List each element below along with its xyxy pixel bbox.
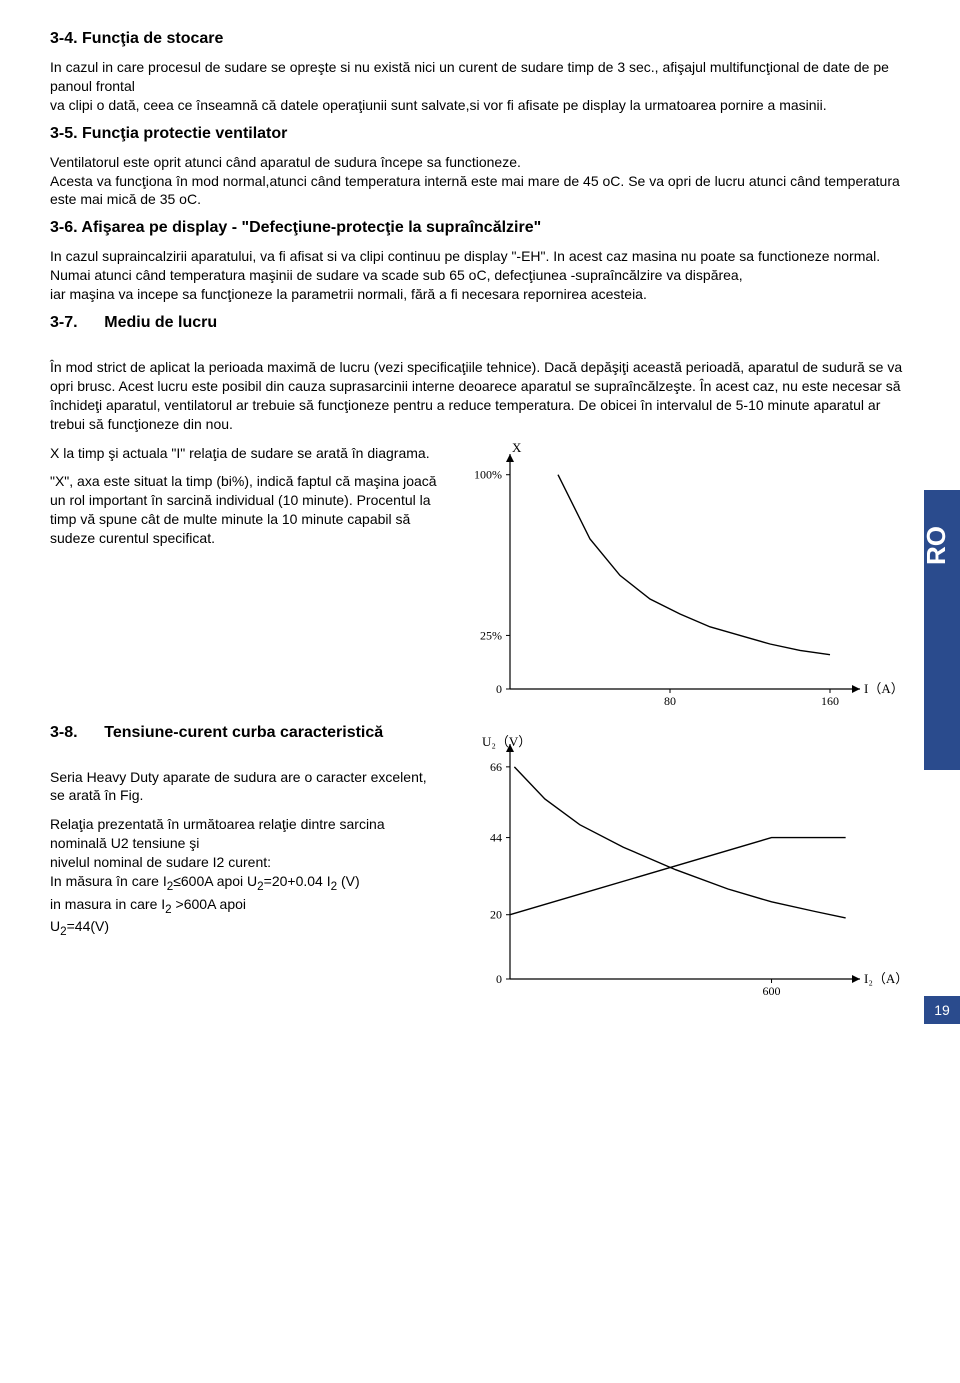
- language-tab-label: RO: [921, 526, 952, 565]
- para-3-8-1: Seria Heavy Duty aparate de sudura are o…: [50, 768, 440, 806]
- heading-3-5: 3-5. Funcţia protectie ventilator: [50, 125, 910, 143]
- para-3-6: In cazul supraincalzirii aparatului, va …: [50, 247, 910, 304]
- svg-text:U₂（V）: U₂（V）: [482, 734, 531, 749]
- svg-text:80: 80: [664, 694, 676, 708]
- svg-text:66: 66: [490, 759, 502, 773]
- heading-3-4: 3-4. Funcţia de stocare: [50, 30, 910, 48]
- svg-text:0: 0: [496, 682, 502, 696]
- svg-text:0: 0: [496, 972, 502, 986]
- svg-text:20: 20: [490, 907, 502, 921]
- heading-3-6: 3-6. Afişarea pe display - "Defecţiune-p…: [50, 219, 910, 237]
- svg-text:600: 600: [763, 984, 781, 998]
- svg-text:X: X: [512, 440, 522, 455]
- svg-text:I（A）: I（A）: [864, 681, 904, 696]
- svg-text:I₂（A）: I₂（A）: [864, 971, 908, 986]
- para-3-7-2: X la timp şi actuala "I" relaţia de suda…: [50, 444, 440, 463]
- para-3-8-rel: Relaţia prezentată în următoarea relaţie…: [50, 815, 440, 939]
- volt-current-chart: 6644200600U₂（V）I₂（A）: [460, 734, 900, 1004]
- page-number: 19: [924, 996, 960, 1024]
- svg-text:100%: 100%: [474, 467, 502, 481]
- heading-3-7: 3-7. Mediu de lucru: [50, 314, 910, 332]
- svg-text:25%: 25%: [480, 628, 502, 642]
- svg-text:160: 160: [821, 694, 839, 708]
- svg-text:44: 44: [490, 830, 502, 844]
- heading-3-8: 3-8. Tensiune-curent curba caracteristic…: [50, 724, 440, 742]
- para-3-7-1: În mod strict de aplicat la perioada max…: [50, 358, 910, 434]
- para-3-5-1: Ventilatorul este oprit atunci când apar…: [50, 153, 910, 210]
- para-3-4-1: In cazul in care procesul de sudare se o…: [50, 58, 910, 115]
- para-3-7-3: "X", axa este situat la timp (bi%), indi…: [50, 472, 440, 548]
- duty-cycle-chart: 100%25%080160XI（A）: [460, 444, 900, 714]
